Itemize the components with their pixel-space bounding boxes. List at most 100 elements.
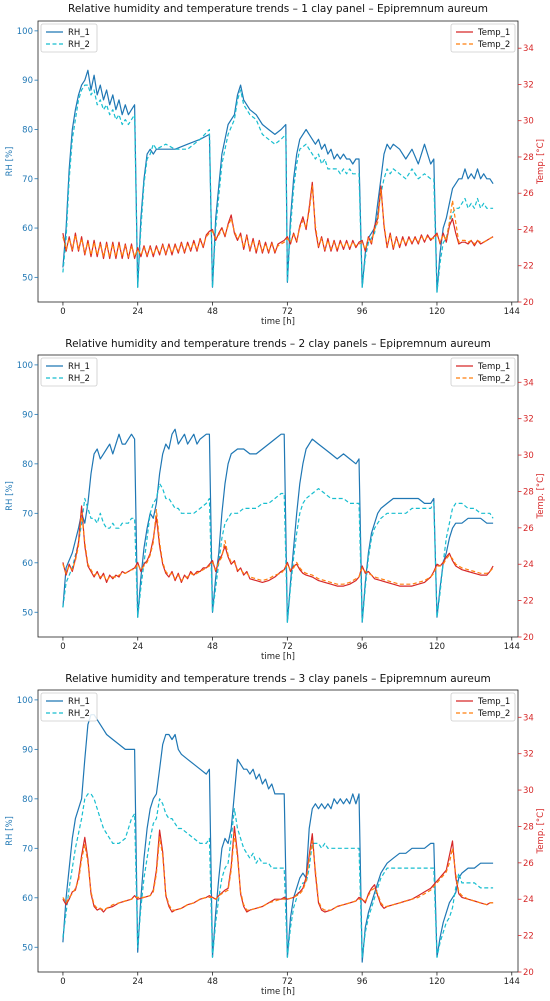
y-right-tick-label: 34 <box>523 44 534 54</box>
series-line-temp-2 <box>62 185 494 258</box>
legend-label: Temp_1 <box>477 362 510 372</box>
series-line-rh-1 <box>62 69 494 293</box>
y-right-tick-label: 28 <box>523 822 534 832</box>
chart-panel-2: Relative humidity and temperature trends… <box>5 338 546 662</box>
legend-label: Temp_2 <box>477 709 510 719</box>
y-right-tick-label: 22 <box>523 597 534 607</box>
chart-title: Relative humidity and temperature trends… <box>65 673 490 685</box>
series-line-rh-1 <box>62 428 494 623</box>
legend-label: RH_1 <box>68 697 90 707</box>
y-left-axis-label: RH [%] <box>5 816 15 846</box>
x-tick-label: 144 <box>504 307 520 317</box>
x-tick-label: 120 <box>429 977 445 987</box>
y-right-axis-label: Temp. [°C] <box>536 139 546 185</box>
chart-panel-3: Relative humidity and temperature trends… <box>5 673 546 997</box>
y-right-tick-label: 28 <box>523 487 534 497</box>
x-tick-label: 144 <box>504 977 520 987</box>
x-tick-label: 0 <box>60 977 65 987</box>
x-tick-label: 24 <box>132 307 143 317</box>
series-group <box>62 714 494 963</box>
x-tick-label: 24 <box>132 642 143 652</box>
y-left-tick-label: 100 <box>17 27 33 37</box>
x-tick-label: 24 <box>132 977 143 987</box>
y-left-tick-label: 100 <box>17 361 33 371</box>
legend: RH_1 RH_2 <box>40 357 98 387</box>
y-right-tick-label: 24 <box>523 560 534 570</box>
legend-box <box>40 692 98 722</box>
series-line-temp-1 <box>62 181 494 260</box>
x-tick-label: 144 <box>504 642 520 652</box>
y-right-tick-label: 32 <box>523 80 534 90</box>
y-left-tick-label: 90 <box>22 745 33 755</box>
y-left-tick-label: 60 <box>22 559 33 569</box>
legend: Temp_1 Temp_2 <box>450 23 516 53</box>
plot-frame <box>37 354 519 638</box>
series-line-temp-2 <box>62 833 494 911</box>
y-left-tick-label: 60 <box>22 894 33 904</box>
y-left-tick-label: 100 <box>17 696 33 706</box>
x-tick-label: 120 <box>429 307 445 317</box>
legend-label: RH_2 <box>68 40 90 50</box>
y-left-tick-label: 70 <box>22 509 33 519</box>
x-tick-label: 48 <box>207 642 218 652</box>
chart-panel-1: Relative humidity and temperature trends… <box>5 3 546 327</box>
legend: RH_1 RH_2 <box>40 692 98 722</box>
legend-box <box>40 357 98 387</box>
y-right-tick-label: 34 <box>523 378 534 388</box>
y-right-tick-label: 26 <box>523 189 534 199</box>
x-axis-label: time [h] <box>261 652 295 662</box>
y-left-tick-label: 90 <box>22 410 33 420</box>
y-left-tick-label: 50 <box>22 273 33 283</box>
x-tick-label: 96 <box>357 642 368 652</box>
legend-label: Temp_2 <box>477 40 510 50</box>
series-line-rh-1 <box>62 714 494 963</box>
y-right-tick-label: 20 <box>523 968 534 978</box>
x-tick-label: 72 <box>282 642 293 652</box>
legend-label: Temp_1 <box>477 28 510 38</box>
series-group <box>62 428 494 623</box>
y-right-tick-label: 22 <box>523 932 534 942</box>
series-line-rh-2 <box>62 84 494 293</box>
chart-title: Relative humidity and temperature trends… <box>68 3 488 15</box>
x-tick-label: 48 <box>207 307 218 317</box>
y-right-tick-label: 30 <box>523 451 534 461</box>
y-right-tick-label: 28 <box>523 153 534 163</box>
y-right-tick-label: 22 <box>523 262 534 272</box>
series-group <box>62 69 494 293</box>
legend-box <box>40 23 98 53</box>
x-tick-label: 96 <box>357 307 368 317</box>
y-right-tick-label: 32 <box>523 415 534 425</box>
legend-box <box>450 23 516 53</box>
y-left-tick-label: 80 <box>22 125 33 135</box>
legend-label: RH_2 <box>68 709 90 719</box>
legend: Temp_1 Temp_2 <box>450 692 516 722</box>
y-right-tick-label: 26 <box>523 524 534 534</box>
y-right-tick-label: 24 <box>523 225 534 235</box>
y-right-tick-label: 24 <box>523 895 534 905</box>
series-line-temp-1 <box>62 825 494 913</box>
y-right-tick-label: 20 <box>523 298 534 308</box>
x-tick-label: 0 <box>60 307 65 317</box>
legend-box <box>450 357 516 387</box>
legend-box <box>450 692 516 722</box>
x-axis-label: time [h] <box>261 987 295 997</box>
y-right-axis-label: Temp. [°C] <box>536 809 546 855</box>
legend-label: RH_1 <box>68 28 90 38</box>
series-line-temp-2 <box>62 509 494 585</box>
y-left-tick-label: 80 <box>22 460 33 470</box>
legend-label: RH_2 <box>68 374 90 384</box>
y-left-tick-label: 80 <box>22 795 33 805</box>
plot-frame <box>37 20 519 303</box>
y-right-tick-label: 30 <box>523 117 534 127</box>
x-tick-label: 96 <box>357 977 368 987</box>
x-tick-label: 72 <box>282 307 293 317</box>
y-left-tick-label: 50 <box>22 608 33 618</box>
y-right-tick-label: 34 <box>523 713 534 723</box>
y-left-tick-label: 70 <box>22 175 33 185</box>
y-right-tick-label: 32 <box>523 750 534 760</box>
y-right-tick-label: 20 <box>523 633 534 643</box>
x-axis-label: time [h] <box>261 317 295 327</box>
x-tick-label: 72 <box>282 977 293 987</box>
legend-label: Temp_1 <box>477 697 510 707</box>
